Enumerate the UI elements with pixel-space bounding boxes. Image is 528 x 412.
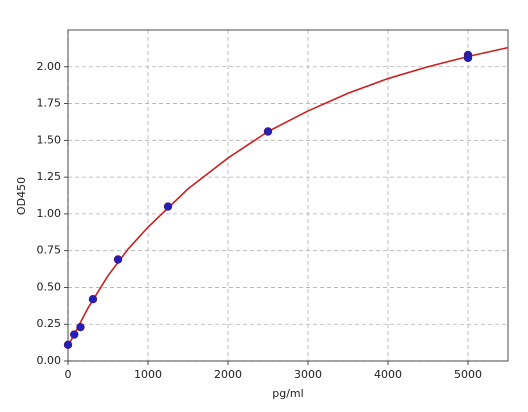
data-point xyxy=(463,53,473,63)
y-tick-label: 0.75 xyxy=(37,244,62,257)
data-point xyxy=(163,202,173,211)
y-tick-label: 1.25 xyxy=(37,170,62,183)
data-point xyxy=(263,127,273,136)
data-point xyxy=(113,255,123,264)
data-point xyxy=(70,330,79,339)
y-tick-label: 0.00 xyxy=(37,354,62,367)
x-axis-label: pg/ml xyxy=(272,387,303,400)
y-tick-label: 1.50 xyxy=(37,133,62,146)
data-point xyxy=(76,322,85,332)
y-tick-label: 0.50 xyxy=(37,280,62,293)
y-axis-label: OD450 xyxy=(15,177,28,215)
x-tick-label: 3000 xyxy=(294,368,322,381)
y-tick-label: 1.75 xyxy=(37,97,62,110)
y-tick-label: 1.00 xyxy=(37,207,62,220)
fit-curve xyxy=(67,46,509,347)
data-point xyxy=(63,340,73,350)
x-tick-label: 1000 xyxy=(134,368,162,381)
plot-frame xyxy=(67,29,509,362)
x-tick-label: 0 xyxy=(65,368,72,381)
y-tick-label: 0.25 xyxy=(37,317,62,330)
x-tick-label: 4000 xyxy=(374,368,402,381)
y-tick-label: 2.00 xyxy=(37,60,62,73)
x-tick-label: 5000 xyxy=(454,368,482,381)
x-tick-label: 2000 xyxy=(214,368,242,381)
data-point xyxy=(88,295,98,304)
